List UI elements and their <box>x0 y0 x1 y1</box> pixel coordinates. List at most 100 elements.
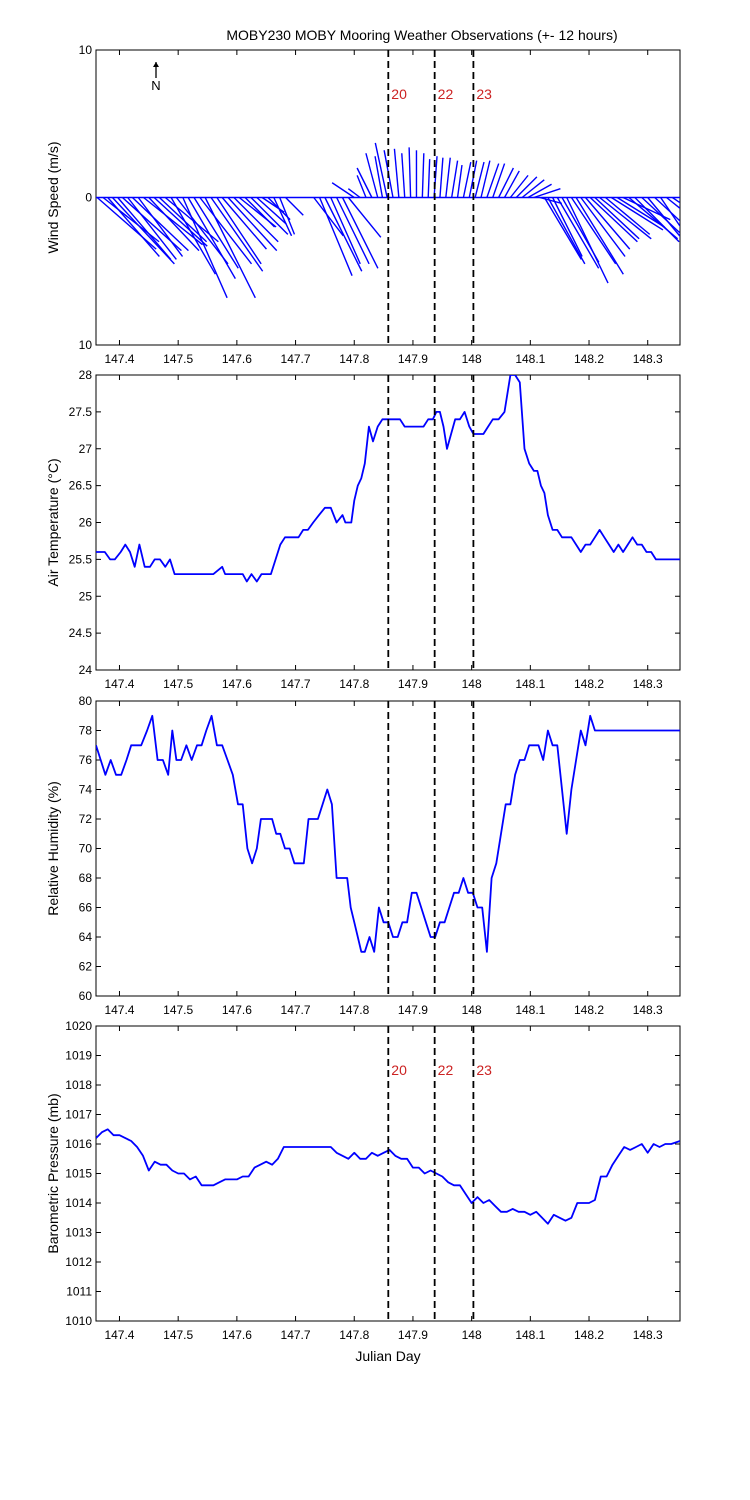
wind-vector <box>227 197 278 252</box>
x-tick-label: 147.8 <box>339 677 369 691</box>
y-axis-label: Air Temperature (°C) <box>45 458 61 586</box>
y-axis-label: Wind Speed (m/s) <box>45 141 61 253</box>
wind-vector <box>503 170 520 198</box>
x-tick-label: 148.2 <box>574 1328 604 1342</box>
wind-vector <box>347 197 382 238</box>
wind-vector <box>393 148 400 198</box>
wind-vector <box>570 197 617 265</box>
y-tick-label: 25 <box>79 589 93 603</box>
y-axis-label: Relative Humidity (%) <box>45 781 61 916</box>
x-tick-label: 147.4 <box>104 1003 134 1017</box>
x-tick-label: 148.1 <box>515 1328 545 1342</box>
wind-vector <box>660 197 680 228</box>
wind-vector <box>331 182 355 199</box>
y-tick-label: 1018 <box>65 1078 92 1092</box>
panels: 147.4 147.5 147.6 147.7 147.8 147.9 148 148.1 14… <box>45 43 681 1364</box>
y-tick-label: 28 <box>79 368 93 382</box>
wind-vector <box>216 197 262 265</box>
wind-vector <box>175 197 229 265</box>
wind-vector <box>492 163 506 198</box>
x-tick-label: 147.5 <box>163 1328 193 1342</box>
y-tick-label: 26.5 <box>69 479 93 493</box>
x-tick-label: 147.6 <box>222 352 252 366</box>
y-tick-label: 1017 <box>65 1108 92 1122</box>
wind-vector <box>273 197 293 237</box>
wind-vector <box>552 197 583 257</box>
y-tick-label: 1011 <box>66 1285 92 1299</box>
wind-vector <box>107 197 160 257</box>
wind-vector <box>509 174 529 198</box>
y-tick-label: 74 <box>79 783 93 797</box>
wind-vector <box>374 156 384 198</box>
wind-vector <box>365 153 379 198</box>
wind-vector <box>594 196 640 240</box>
x-tick-label: 148 <box>462 352 482 366</box>
y-tick-label: 64 <box>79 930 93 944</box>
y-tick-label: 27.5 <box>69 405 93 419</box>
wind-vector <box>127 197 177 260</box>
wind-vector <box>401 153 406 198</box>
series-line-humidity <box>96 714 680 953</box>
wind-vector <box>330 197 361 265</box>
wind-vector <box>654 196 680 222</box>
chart-panel-wind: 147.4 147.5 147.6 147.7 147.8 147.9 148 148.1 14… <box>45 43 681 366</box>
wind-vector <box>285 197 304 216</box>
y-tick-label: 1012 <box>65 1255 92 1269</box>
plot-area <box>96 142 680 299</box>
wind-vector <box>589 196 638 243</box>
wind-vector <box>575 197 624 275</box>
plot-area <box>96 1128 680 1225</box>
y-tick-label: 68 <box>79 871 93 885</box>
wind-vector <box>671 196 680 204</box>
event-label: 22 <box>438 1062 454 1078</box>
x-tick-label: 147.7 <box>281 1003 311 1017</box>
chart-panel-pressure: 147.4 147.5 147.6 147.7 147.8 147.9 148 148.1 14… <box>45 1019 681 1364</box>
wind-vector <box>111 197 175 265</box>
x-tick-label: 147.8 <box>339 1328 369 1342</box>
x-tick-label: 147.6 <box>222 1328 252 1342</box>
chart-panel-airtemp: 147.4 147.5 147.6 147.7 147.8 147.9 148 148.1 14… <box>45 368 681 691</box>
wind-vector <box>210 197 264 272</box>
y-tick-label: 26 <box>79 516 93 530</box>
wind-vector <box>421 153 425 198</box>
wind-vector <box>250 197 289 235</box>
wind-vector <box>566 197 609 284</box>
wind-vector <box>666 196 680 210</box>
x-tick-label: 147.8 <box>339 1003 369 1017</box>
x-tick-label: 147.9 <box>398 677 428 691</box>
y-tick-label: 1016 <box>65 1137 92 1151</box>
wind-vector <box>336 197 370 265</box>
y-tick-label: 1020 <box>65 1019 92 1033</box>
x-tick-label: 147.4 <box>104 677 134 691</box>
north-arrow-head-icon <box>153 62 159 67</box>
wind-vector <box>521 179 545 199</box>
wind-vector <box>599 196 652 240</box>
y-tick-label: 80 <box>79 694 93 708</box>
wind-vector <box>515 176 538 198</box>
wind-vector <box>584 197 631 250</box>
event-label: 20 <box>391 1062 407 1078</box>
wind-vector <box>408 147 412 198</box>
wind-vector <box>641 196 680 234</box>
series-line-airtemp <box>96 375 680 583</box>
wind-vector <box>148 197 200 252</box>
y-tick-label: 76 <box>79 753 93 767</box>
wind-vector <box>143 196 203 246</box>
wind-vector <box>356 175 367 198</box>
wind-vector <box>187 197 236 279</box>
x-tick-label: 147.7 <box>281 352 311 366</box>
chart-panel-humidity: 147.4 147.5 147.6 147.7 147.8 147.9 148 148.1 14… <box>45 694 681 1017</box>
x-tick-label: 148.2 <box>574 352 604 366</box>
wind-vector <box>170 197 216 275</box>
x-tick-label: 148.2 <box>574 677 604 691</box>
y-tick-label: 72 <box>79 812 93 826</box>
y-tick-label: 25.5 <box>69 552 93 566</box>
wind-vector <box>427 159 431 198</box>
x-tick-label: 147.5 <box>163 1003 193 1017</box>
y-tick-label: 1013 <box>65 1226 92 1240</box>
wind-vector <box>204 197 256 299</box>
wind-vector <box>456 164 463 198</box>
wind-vector <box>341 197 379 269</box>
wind-vector <box>256 196 287 225</box>
